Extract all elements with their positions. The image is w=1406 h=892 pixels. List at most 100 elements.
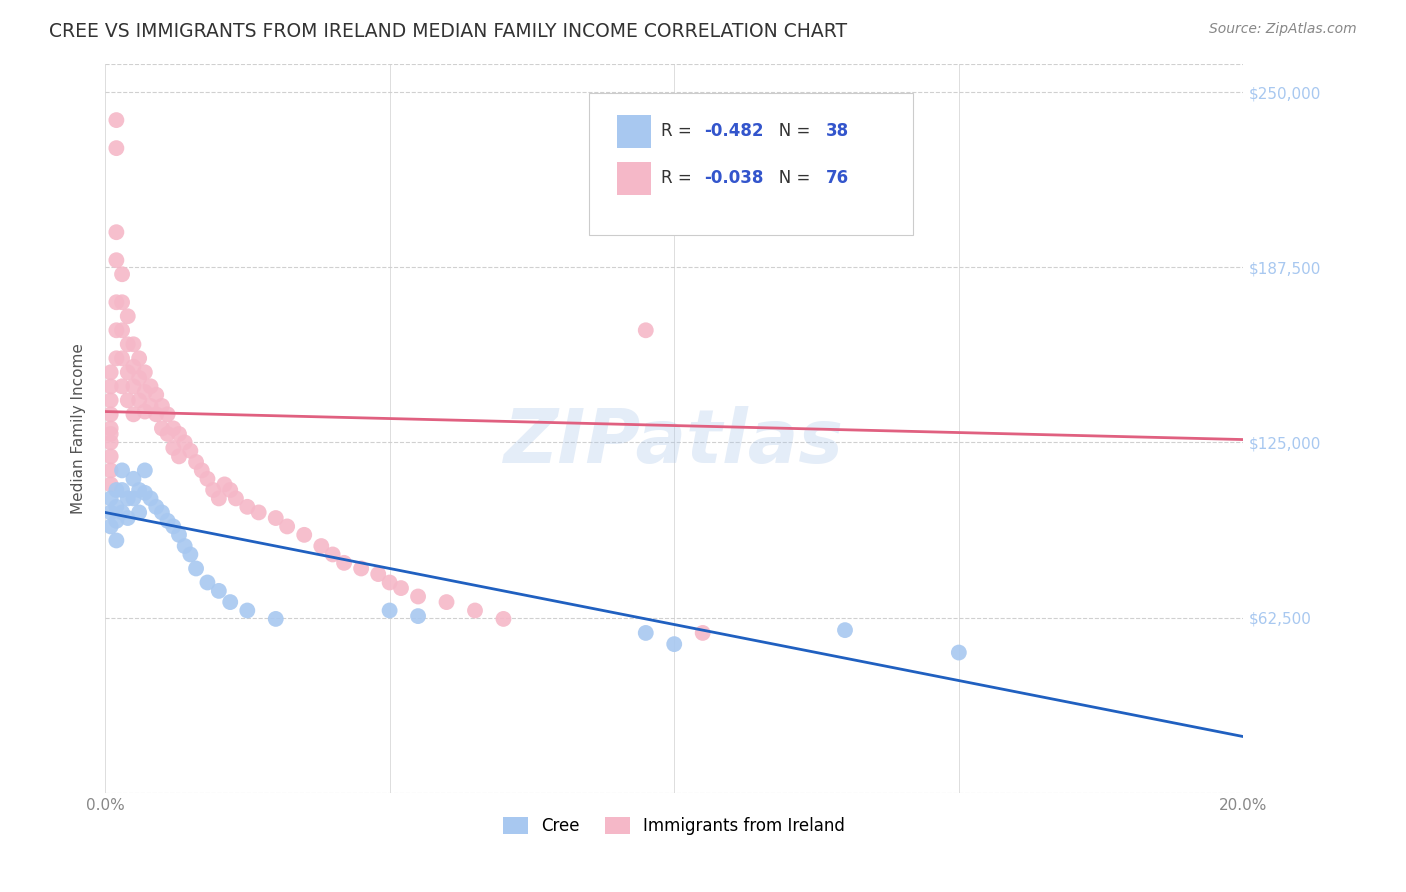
- Point: [122, 472, 145, 486]
- Point: [100, 427, 122, 442]
- Point: [122, 408, 145, 422]
- Text: -0.038: -0.038: [704, 169, 763, 187]
- Point: [100, 477, 122, 491]
- Point: [128, 393, 150, 408]
- Point: [311, 539, 333, 553]
- Point: [150, 505, 173, 519]
- Point: [406, 590, 429, 604]
- Point: [139, 399, 162, 413]
- Point: [105, 514, 128, 528]
- Point: [202, 483, 225, 497]
- Point: [117, 365, 139, 379]
- Point: [128, 505, 150, 519]
- Point: [167, 427, 190, 442]
- Point: [105, 351, 128, 366]
- Point: [834, 623, 856, 637]
- Point: [100, 435, 122, 450]
- Point: [100, 421, 122, 435]
- Point: [134, 485, 156, 500]
- Point: [105, 533, 128, 548]
- Point: [173, 435, 195, 450]
- Point: [378, 575, 401, 590]
- Point: [145, 500, 167, 514]
- Point: [122, 491, 145, 506]
- Point: [156, 408, 179, 422]
- Point: [492, 612, 515, 626]
- Point: [150, 399, 173, 413]
- Point: [134, 365, 156, 379]
- Point: [117, 511, 139, 525]
- Point: [111, 295, 134, 310]
- Text: -0.482: -0.482: [704, 122, 763, 140]
- Point: [264, 612, 287, 626]
- Point: [105, 483, 128, 497]
- Point: [105, 323, 128, 337]
- Point: [145, 388, 167, 402]
- Point: [333, 556, 356, 570]
- Point: [948, 646, 970, 660]
- Point: [111, 323, 134, 337]
- Point: [236, 500, 259, 514]
- Point: [208, 491, 231, 506]
- Y-axis label: Median Family Income: Median Family Income: [72, 343, 86, 514]
- Point: [184, 561, 207, 575]
- Point: [111, 463, 134, 477]
- Point: [128, 483, 150, 497]
- Point: [128, 351, 150, 366]
- FancyBboxPatch shape: [617, 115, 651, 148]
- Point: [111, 483, 134, 497]
- Point: [179, 443, 201, 458]
- Text: N =: N =: [763, 122, 815, 140]
- Point: [105, 500, 128, 514]
- Point: [100, 408, 122, 422]
- Text: R =: R =: [661, 169, 696, 187]
- Point: [292, 528, 315, 542]
- Point: [100, 450, 122, 464]
- Point: [184, 455, 207, 469]
- Point: [100, 379, 122, 393]
- Point: [167, 528, 190, 542]
- Point: [219, 483, 242, 497]
- Point: [105, 225, 128, 239]
- Point: [105, 295, 128, 310]
- Point: [190, 463, 212, 477]
- Point: [167, 450, 190, 464]
- Point: [389, 581, 412, 595]
- Point: [162, 519, 184, 533]
- Point: [122, 337, 145, 351]
- Point: [134, 404, 156, 418]
- Point: [134, 384, 156, 399]
- Point: [406, 609, 429, 624]
- Point: [139, 379, 162, 393]
- FancyBboxPatch shape: [617, 162, 651, 195]
- Point: [247, 505, 270, 519]
- Point: [173, 539, 195, 553]
- Point: [208, 583, 231, 598]
- Point: [128, 371, 150, 385]
- Point: [111, 351, 134, 366]
- Text: N =: N =: [763, 169, 815, 187]
- Point: [197, 472, 219, 486]
- Point: [111, 505, 134, 519]
- Point: [378, 603, 401, 617]
- Point: [350, 561, 373, 575]
- Point: [692, 626, 714, 640]
- Point: [111, 379, 134, 393]
- Point: [162, 421, 184, 435]
- Point: [225, 491, 247, 506]
- Point: [134, 463, 156, 477]
- Point: [105, 253, 128, 268]
- Point: [122, 379, 145, 393]
- Point: [634, 323, 657, 337]
- Point: [100, 365, 122, 379]
- Text: ZIPatlas: ZIPatlas: [505, 407, 844, 479]
- Point: [276, 519, 298, 533]
- Point: [105, 141, 128, 155]
- Point: [117, 310, 139, 324]
- Point: [179, 548, 201, 562]
- Legend: Cree, Immigrants from Ireland: Cree, Immigrants from Ireland: [503, 817, 845, 835]
- Point: [117, 491, 139, 506]
- Point: [214, 477, 236, 491]
- Point: [219, 595, 242, 609]
- Point: [139, 491, 162, 506]
